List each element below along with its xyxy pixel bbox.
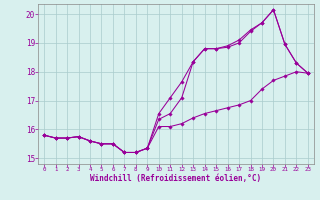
X-axis label: Windchill (Refroidissement éolien,°C): Windchill (Refroidissement éolien,°C) bbox=[91, 174, 261, 183]
